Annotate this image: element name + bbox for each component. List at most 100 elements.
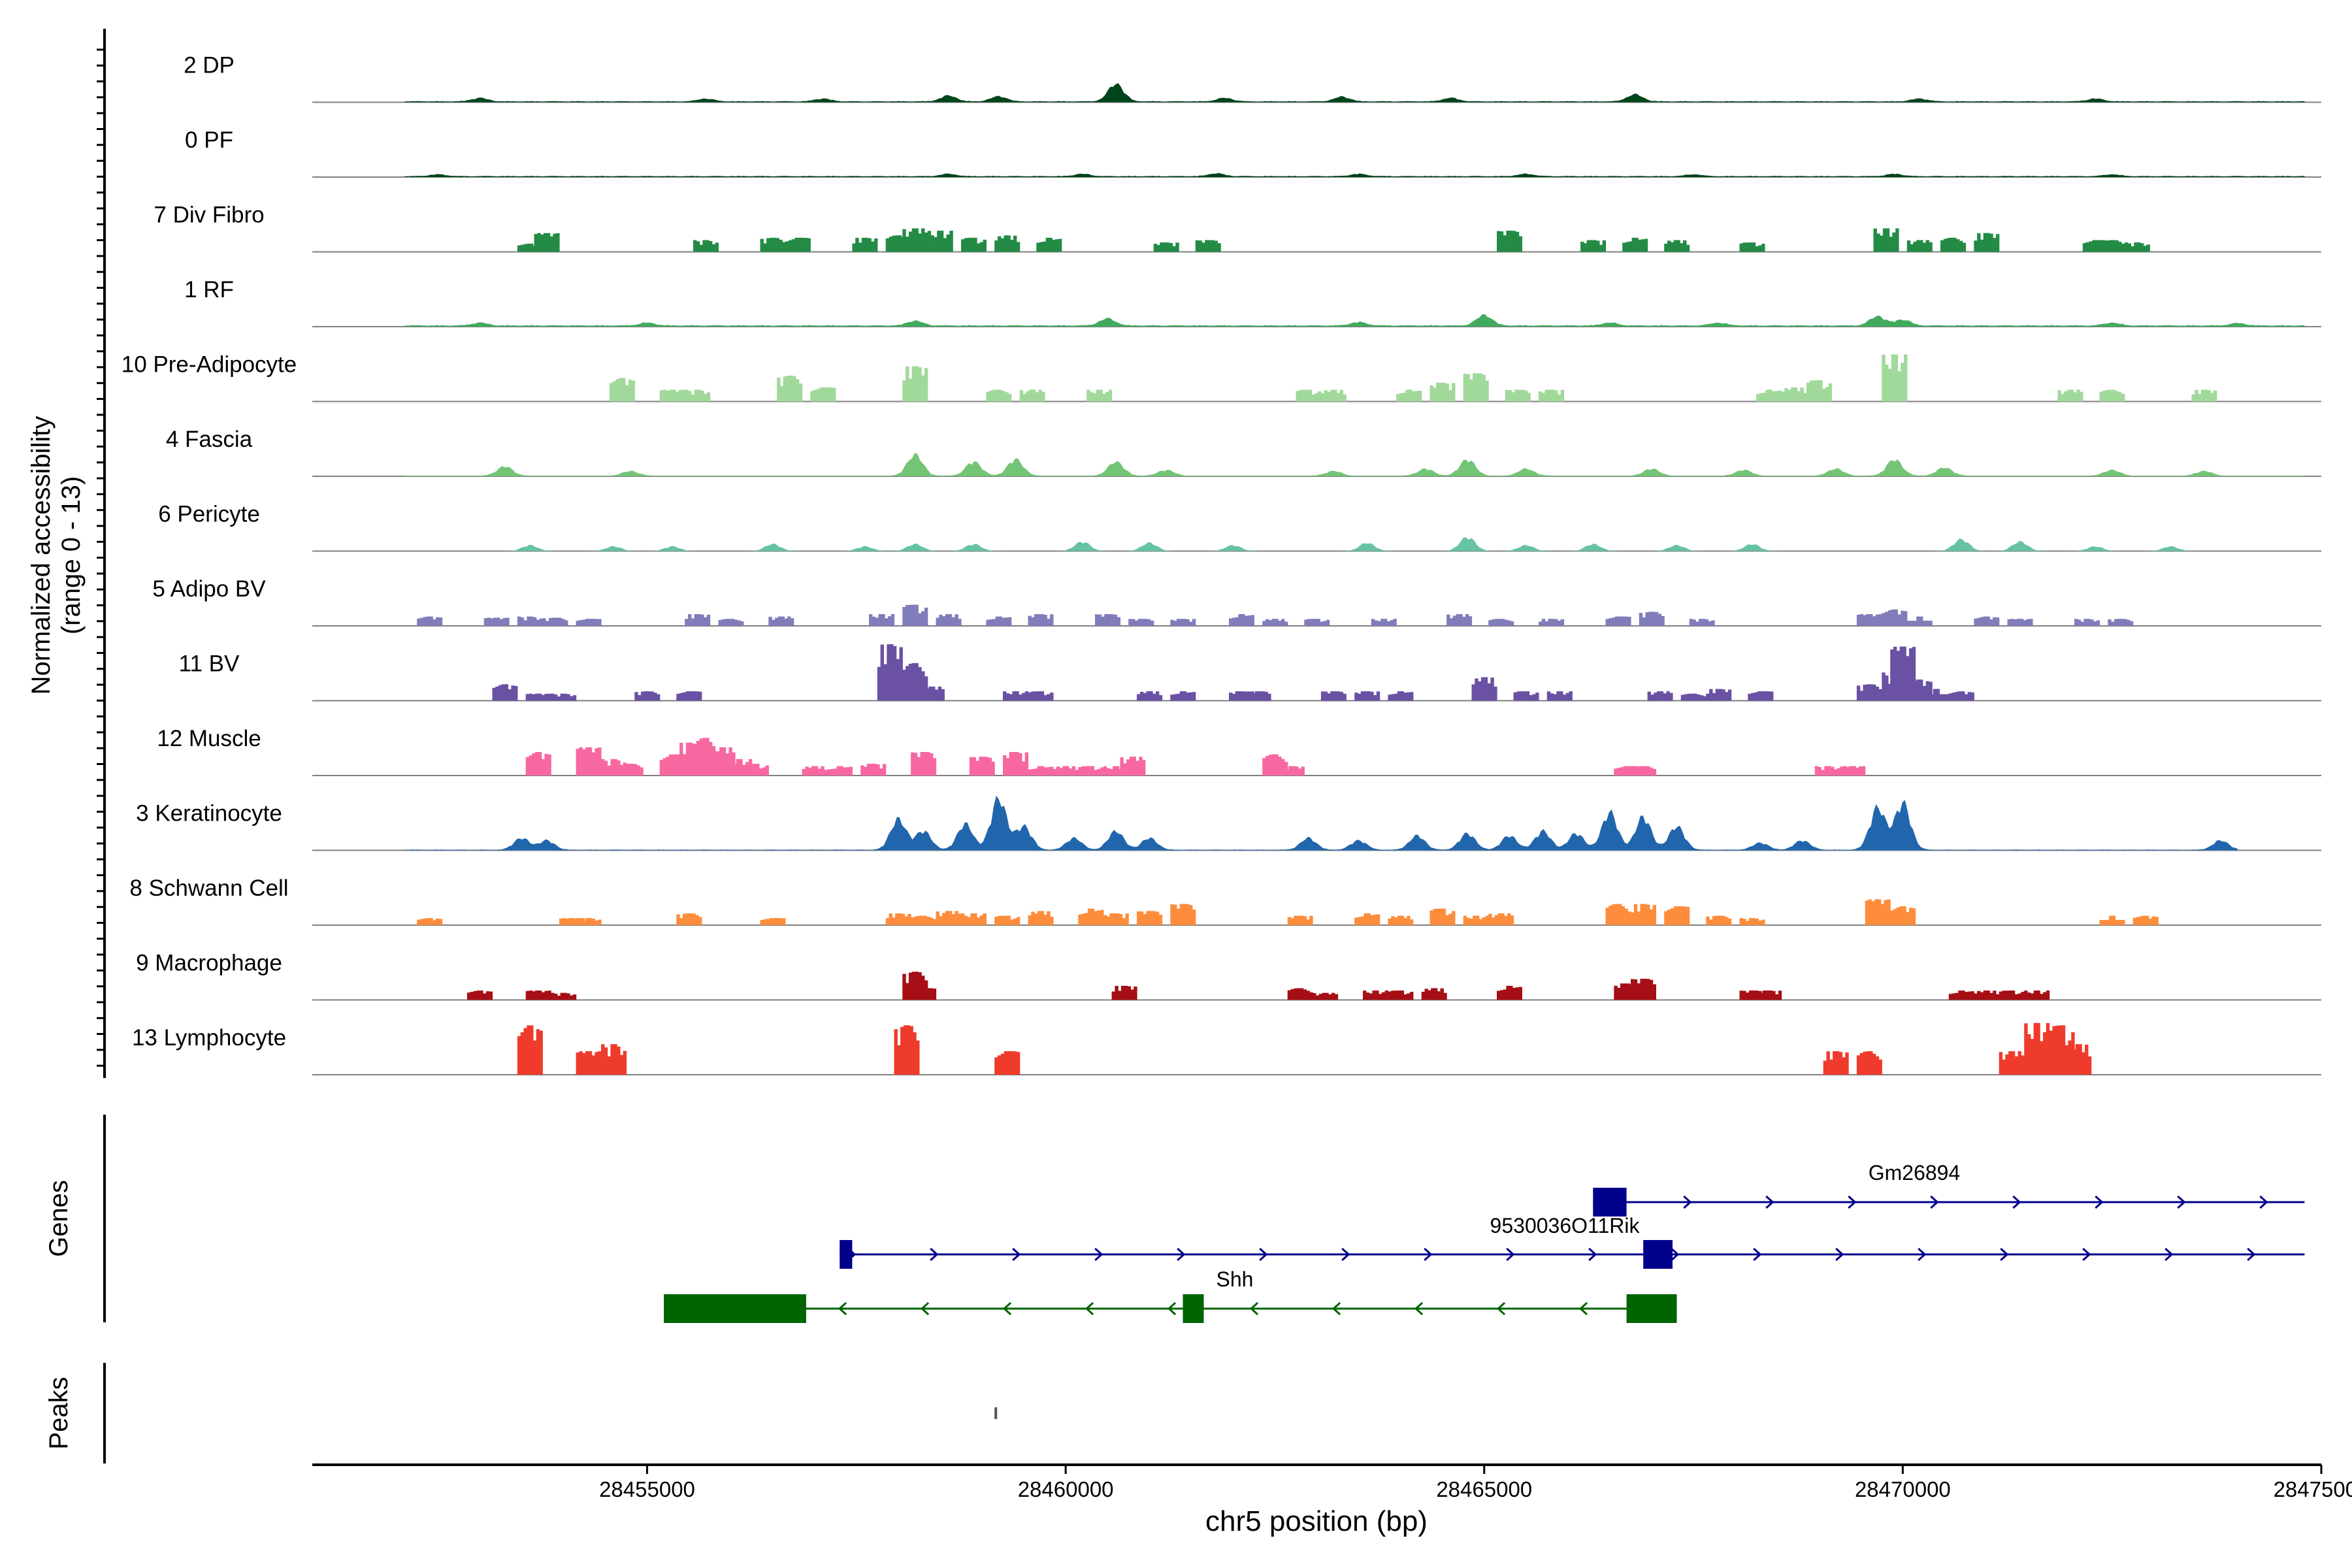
coverage-peak-bar — [1320, 621, 1324, 626]
coverage-peak-bar — [1859, 691, 1864, 701]
coverage-peak-bar — [1031, 769, 1035, 776]
coverage-peak-bar — [2129, 621, 2134, 626]
coverage-peak-bar — [1622, 242, 1626, 252]
track-coverage-area — [404, 83, 2305, 103]
coverage-peak-bar — [1268, 755, 1273, 776]
coverage-peak-bar — [1043, 915, 1047, 925]
coverage-peak-bar — [880, 644, 884, 701]
coverage-peak-bar — [948, 614, 953, 626]
coverage-peak-bar — [1268, 620, 1273, 626]
coverage-peak-bar — [1590, 240, 1593, 252]
coverage-peak-bar — [527, 243, 531, 252]
coverage-peak-bar — [1012, 752, 1016, 776]
coverage-peak-bar — [2030, 993, 2034, 1000]
coverage-peak-bar — [563, 992, 567, 1000]
coverage-peak-bar — [610, 1044, 614, 1075]
coverage-peak-bar — [1028, 915, 1032, 925]
coverage-peak-bar — [998, 389, 1002, 402]
coverage-peak-bar — [885, 238, 890, 252]
coverage-peak-bar — [1756, 992, 1760, 1000]
coverage-peak-bar — [1484, 677, 1488, 701]
coverage-peak-bar — [1950, 237, 1953, 252]
coverage-peak-bar — [1650, 694, 1654, 701]
coverage-peak-bar — [1554, 390, 1558, 402]
coverage-peak-bar — [1696, 694, 1701, 701]
coverage-peak-bar — [1865, 900, 1869, 925]
coverage-peak-bar — [689, 913, 693, 925]
coverage-peak-bar — [1478, 681, 1482, 701]
coverage-peak-bar — [1255, 691, 1259, 701]
coverage-peak-bar — [1124, 985, 1128, 1000]
coverage-peak-bar — [920, 752, 924, 776]
coverage-peak-bar — [1778, 990, 1782, 1000]
track-label: 3 Keratinocyte — [136, 801, 282, 826]
coverage-peak-bar — [915, 366, 919, 402]
coverage-peak-bar — [1043, 694, 1047, 701]
coverage-peak-bar — [2027, 1034, 2031, 1075]
coverage-peak-bar — [945, 614, 949, 626]
coverage-peak-bar — [1445, 384, 1449, 402]
coverage-peak-bar — [1155, 911, 1160, 925]
coverage-peak-bar — [438, 617, 443, 626]
coverage-peak-bar — [1712, 916, 1716, 925]
coverage-peak-bar — [1842, 1057, 1846, 1075]
coverage-peak-bar — [919, 687, 923, 701]
coverage-peak-bar — [566, 993, 570, 1000]
coverage-peak-bar — [1886, 228, 1890, 252]
track-coverage-area — [404, 172, 2305, 177]
coverage-peak-bar — [2080, 621, 2084, 626]
coverage-peak-bar — [779, 239, 783, 252]
coverage-peak-bar — [1977, 233, 1981, 252]
coverage-peak-bar — [1874, 899, 1878, 925]
coverage-peak-bar — [917, 757, 921, 776]
coverage-peak-bar — [1367, 913, 1371, 925]
coverage-peak-bar — [532, 694, 536, 701]
coverage-peak-bar — [1370, 691, 1374, 701]
coverage-peak-bar — [1767, 691, 1771, 701]
coverage-peak-bar — [1516, 691, 1520, 701]
coverage-peak-bar — [1235, 617, 1239, 626]
coverage-peak-bar — [1880, 235, 1884, 252]
coverage-peak-bar — [1322, 992, 1326, 1000]
coverage-peak-bar — [2021, 1055, 2025, 1075]
coverage-peak-bar — [1626, 983, 1630, 1000]
coverage-peak-bar — [713, 757, 717, 776]
coverage-peak-bar — [1869, 614, 1873, 626]
coverage-peak-bar — [1412, 391, 1416, 402]
coverage-peak-bar — [878, 614, 882, 626]
coverage-peak-bar — [685, 619, 689, 626]
coverage-peak-bar — [1264, 691, 1268, 701]
coverage-peak-bar — [1232, 617, 1236, 626]
coverage-peak-bar — [1266, 756, 1269, 776]
coverage-peak-bar — [1399, 393, 1403, 402]
track-8-schwann-cell: 8 Schwann Cell — [129, 875, 2321, 926]
coverage-peak-bar — [1153, 244, 1158, 252]
coverage-peak-bar — [1442, 382, 1446, 402]
coverage-peak-bar — [1463, 374, 1467, 402]
coverage-peak-bar — [1380, 619, 1384, 626]
coverage-peak-bar — [1562, 694, 1567, 701]
coverage-peak-bar — [973, 913, 977, 925]
coverage-peak-bar — [1304, 619, 1308, 626]
coverage-peak-bar — [1327, 391, 1331, 402]
coverage-peak-bar — [1485, 915, 1489, 925]
coverage-peak-bar — [2077, 619, 2082, 626]
coverage-peak-bar — [1308, 389, 1313, 402]
coverage-peak-bar — [1316, 619, 1320, 626]
coverage-peak-bar — [433, 619, 436, 626]
coverage-peak-bar — [1929, 242, 1933, 252]
coverage-peak-bar — [695, 915, 699, 925]
coverage-peak-bar — [1278, 757, 1282, 776]
coverage-peak-bar — [1901, 363, 1904, 402]
coverage-peak-bar — [983, 239, 987, 252]
coverage-peak-bar — [1840, 766, 1844, 776]
coverage-peak-bar — [1891, 354, 1895, 402]
coverage-peak-bar — [1986, 616, 1990, 626]
coverage-peak-bar — [869, 614, 873, 626]
coverage-peak-bar — [2007, 619, 2011, 626]
coverage-peak-bar — [1047, 767, 1051, 776]
coverage-peak-bar — [582, 749, 586, 776]
coverage-peak-bar — [1800, 387, 1804, 402]
coverage-peak-bar — [2052, 1026, 2056, 1075]
coverage-peak-bar — [902, 229, 906, 252]
